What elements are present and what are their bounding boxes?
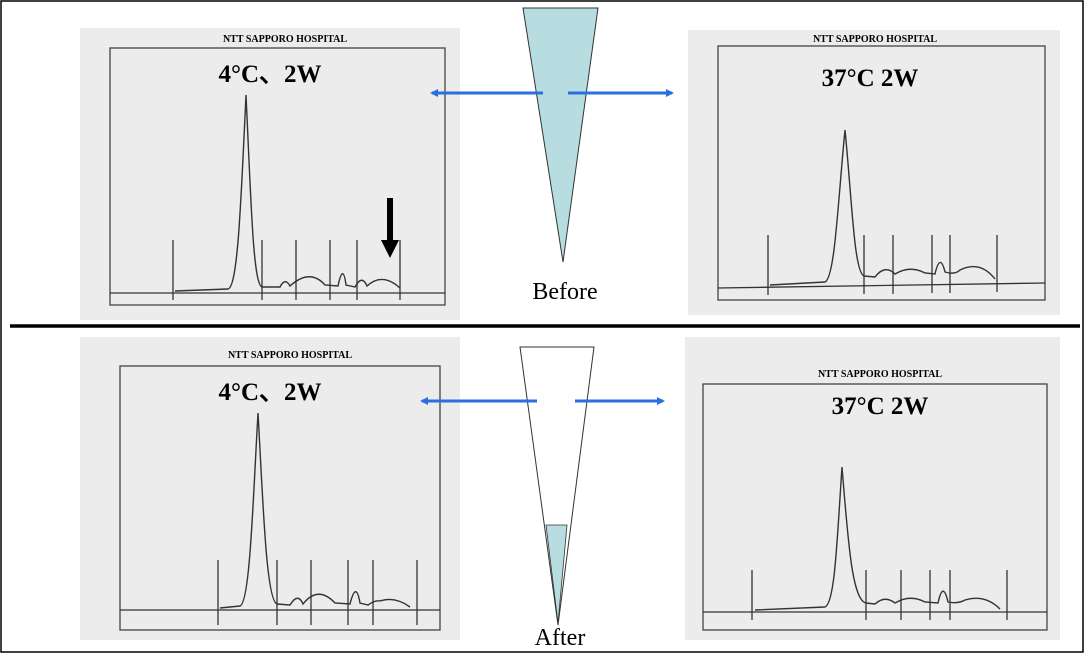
trace xyxy=(174,94,401,292)
chart-frame xyxy=(702,383,1048,631)
separator-ticks xyxy=(751,570,1008,620)
baseline xyxy=(717,282,1046,289)
chart-frame xyxy=(717,45,1046,301)
trace xyxy=(219,412,411,609)
caption: Before xyxy=(532,279,597,305)
pointer-arrow xyxy=(381,198,399,258)
panel-header: NTT SAPPORO HOSPITAL xyxy=(223,34,347,45)
panel-header: NTT SAPPORO HOSPITAL xyxy=(818,369,942,380)
scan-background xyxy=(688,30,1060,315)
chart-panel: NTT SAPPORO HOSPITAL 4°C、2W xyxy=(80,28,460,320)
panel-header: NTT SAPPORO HOSPITAL xyxy=(813,34,937,45)
caption: After xyxy=(535,625,586,651)
separator-ticks xyxy=(767,235,998,295)
panel-header: NTT SAPPORO HOSPITAL xyxy=(228,350,352,361)
chart-panel: NTT SAPPORO HOSPITAL 37°C 2W xyxy=(685,337,1060,640)
chart-frame xyxy=(119,365,441,631)
pipette-full xyxy=(522,7,599,263)
pipette-empty xyxy=(519,346,595,626)
pipette-residue xyxy=(545,524,568,624)
separator-ticks xyxy=(217,560,418,625)
trace xyxy=(754,466,1001,611)
scan-background xyxy=(80,337,460,640)
condition-label: 37°C 2W xyxy=(822,65,919,92)
condition-label: 4°C、2W xyxy=(218,61,321,88)
separator-ticks xyxy=(172,240,401,300)
trace xyxy=(769,129,996,286)
chart-panel: NTT SAPPORO HOSPITAL 37°C 2W xyxy=(688,30,1060,315)
scan-background xyxy=(80,28,460,320)
scan-background xyxy=(685,337,1060,640)
condition-label: 4°C、2W xyxy=(218,379,321,406)
chart-panel: NTT SAPPORO HOSPITAL 4°C、2W xyxy=(80,337,460,640)
condition-label: 37°C 2W xyxy=(832,393,929,420)
chart-frame xyxy=(109,47,446,306)
